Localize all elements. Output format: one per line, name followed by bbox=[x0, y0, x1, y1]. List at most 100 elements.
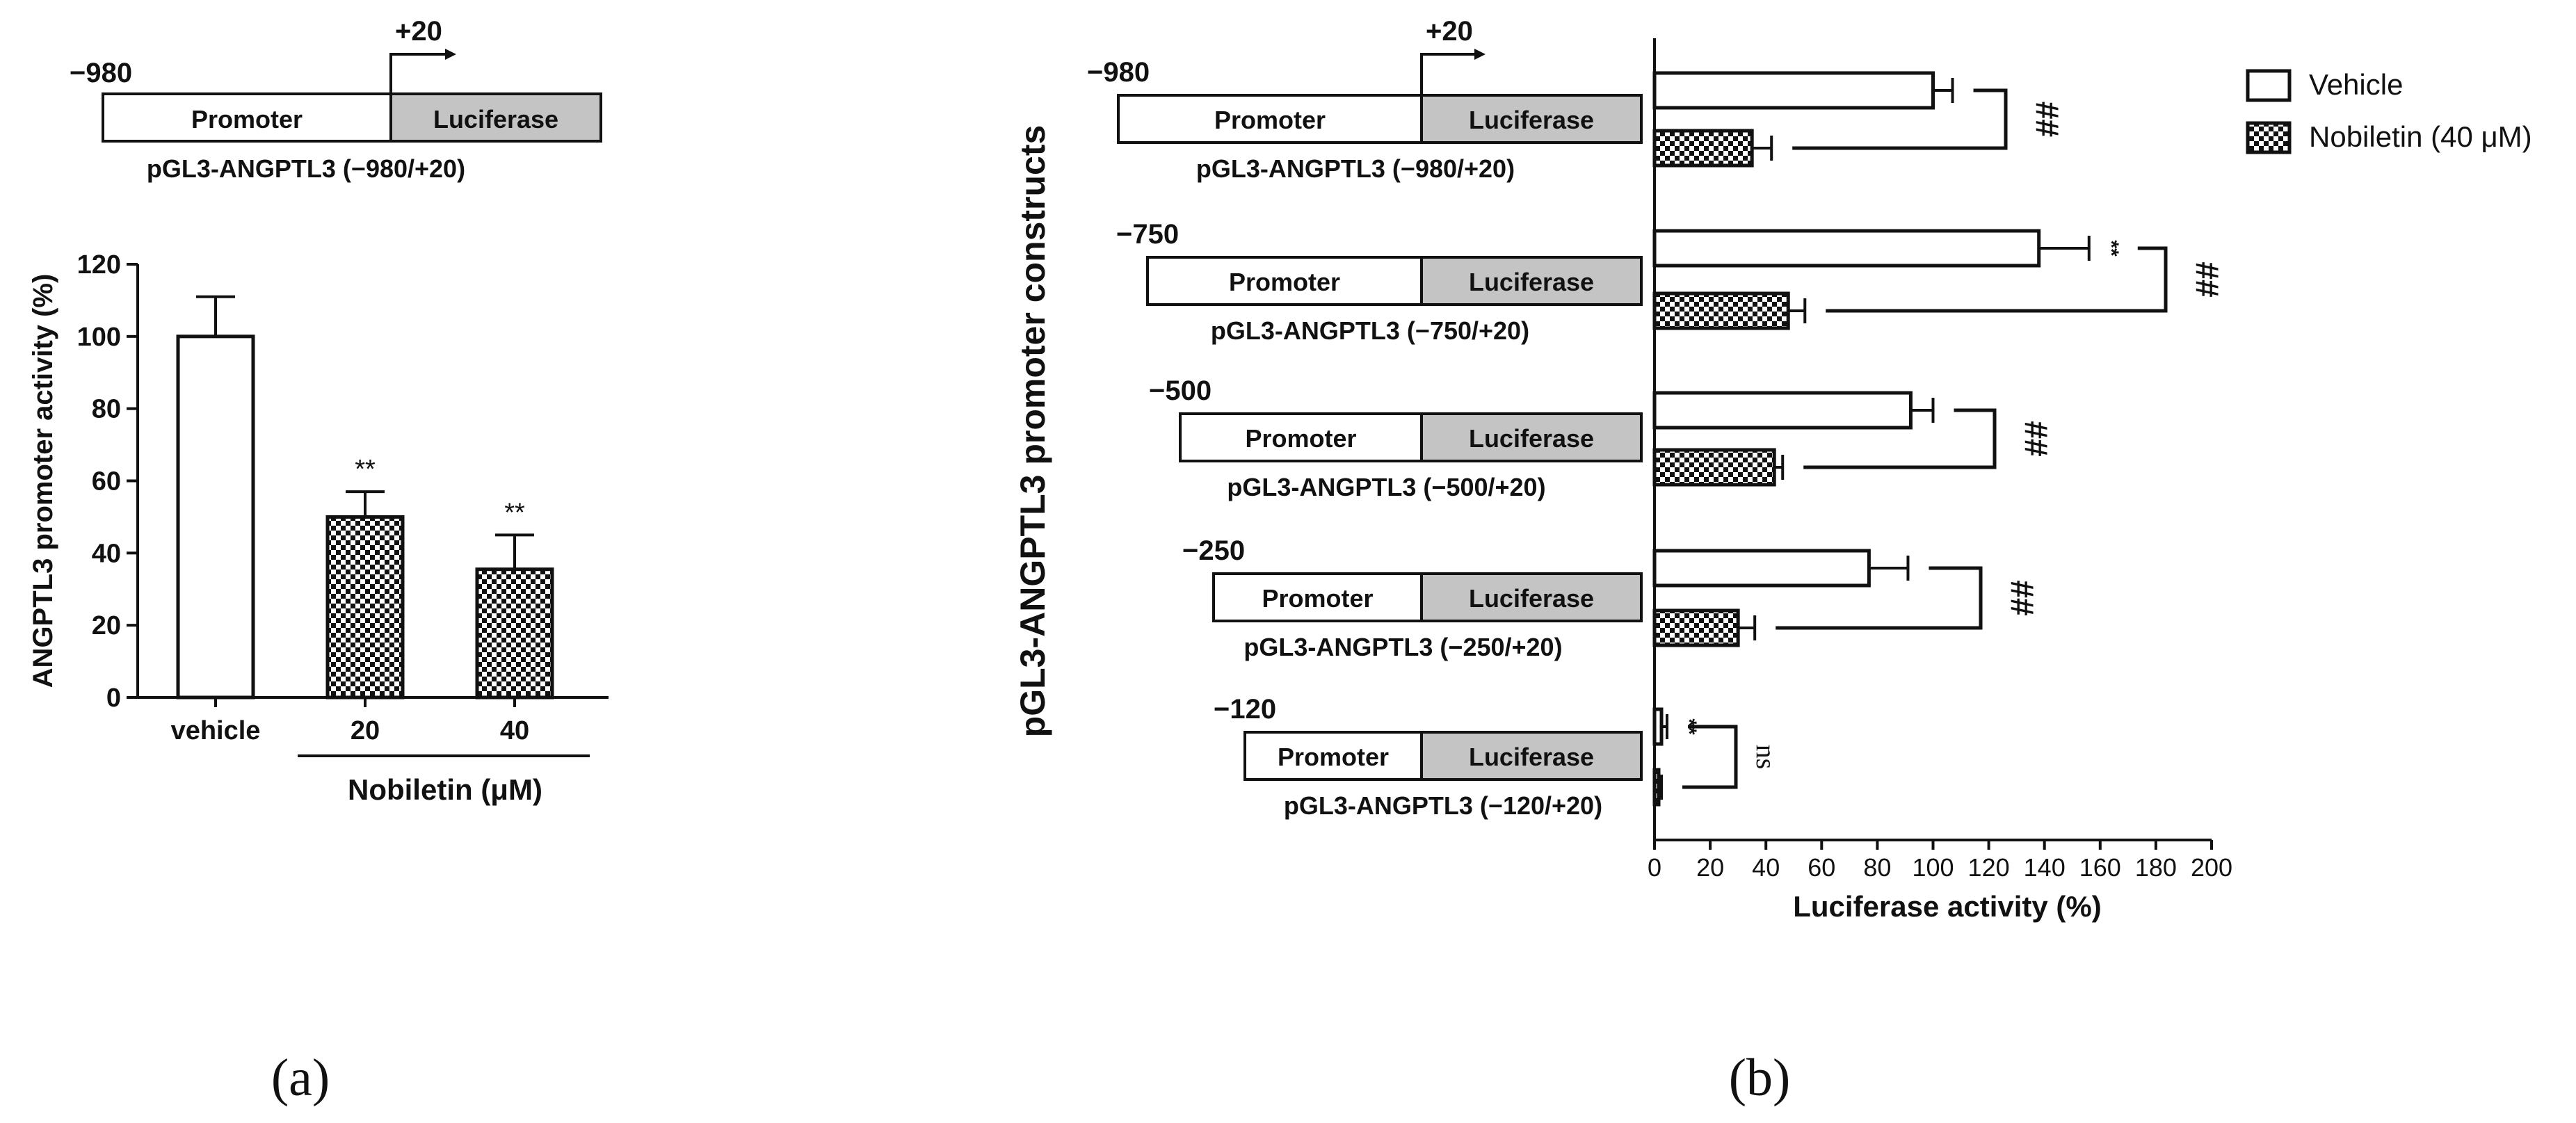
tss-arrow bbox=[389, 53, 445, 94]
y-tick-label: 0 bbox=[106, 684, 121, 713]
x-tick-label: 40 bbox=[500, 716, 529, 745]
significance-label: ** bbox=[504, 498, 525, 527]
comparison-bracket bbox=[1682, 725, 1738, 789]
x-tick-label: 200 bbox=[2191, 853, 2232, 882]
comparison-bracket bbox=[1803, 408, 1997, 469]
y-tick-label: 120 bbox=[77, 250, 121, 280]
panel-a: −980 Promoter Luciferase +20 pGL3-ANGPTL… bbox=[28, 16, 609, 1107]
construct-start-label: −750 bbox=[1116, 219, 1179, 250]
luciferase-label: Luciferase bbox=[433, 105, 558, 134]
comparison-bracket bbox=[1826, 246, 2168, 313]
luciferase-label: Luciferase bbox=[1469, 424, 1594, 453]
comparison-label: ns bbox=[1750, 745, 1782, 770]
significance-label: ** bbox=[355, 455, 376, 484]
x-tick-label: 60 bbox=[1808, 853, 1835, 882]
x-tick-label: 40 bbox=[1752, 853, 1780, 882]
x-tick-label: 0 bbox=[1648, 853, 1661, 882]
x-tick-label: vehicle bbox=[171, 716, 261, 745]
bar-vehicle bbox=[1652, 549, 1871, 588]
promoter-label: Promoter bbox=[1229, 268, 1340, 296]
promoter-box bbox=[1212, 572, 1423, 622]
x-tick-label: 180 bbox=[2135, 853, 2177, 882]
luciferase-box bbox=[1420, 256, 1643, 306]
panel-a-construct-start: −980 bbox=[70, 58, 132, 88]
promoter-box bbox=[1243, 731, 1423, 781]
tss-arrow bbox=[1420, 53, 1474, 95]
tss-arrowhead bbox=[445, 49, 456, 60]
luciferase-label: Luciferase bbox=[1469, 268, 1594, 296]
luciferase-box bbox=[1420, 412, 1643, 462]
construct-start-label: −250 bbox=[1182, 535, 1245, 566]
bar-vehicle bbox=[1652, 229, 2041, 268]
y-tick-label: 100 bbox=[77, 323, 121, 352]
luciferase-label: Luciferase bbox=[1469, 106, 1594, 134]
x-tick-label: 20 bbox=[1696, 853, 1724, 882]
panel-a-group-label: Nobiletin (μM) bbox=[348, 773, 542, 806]
panel-b: pGL3-ANGPTL3 promoter constructs −980 Pro… bbox=[1013, 16, 2532, 1107]
bar-nobiletin bbox=[1652, 608, 1740, 647]
y-tick-label: 60 bbox=[92, 467, 121, 496]
comparison-label: ## bbox=[2189, 261, 2225, 297]
bar-vehicle bbox=[176, 334, 255, 700]
bar-nobiletin bbox=[1652, 768, 1661, 807]
comparison-bracket bbox=[1776, 566, 1983, 630]
construct-start-label: −500 bbox=[1149, 375, 1211, 406]
promoter-box bbox=[1179, 412, 1423, 462]
panel-b-chart: 0 20 40 60 80 100 120 140 160 180 200 Luciferase ac… bbox=[1648, 38, 2232, 923]
construct-name: pGL3-ANGPTL3 (−500/+20) bbox=[1227, 473, 1545, 501]
construct-name: pGL3-ANGPTL3 (−980/+20) bbox=[1196, 154, 1515, 183]
construct-name: pGL3-ANGPTL3 (−980/+20) bbox=[147, 154, 465, 183]
construct-name: pGL3-ANGPTL3 (−750/+20) bbox=[1211, 316, 1529, 345]
tss-label: +20 bbox=[1426, 16, 1473, 47]
bar-40 bbox=[475, 567, 554, 700]
comparison-bracket bbox=[1792, 88, 2008, 150]
comparison-label: ## bbox=[2018, 421, 2054, 456]
panel-a-chart: 0 20 40 60 80 100 120 ANGPTL3 promoter activity… bbox=[28, 250, 609, 757]
x-tick-label: 20 bbox=[351, 716, 380, 745]
promoter-label: Promoter bbox=[1262, 584, 1373, 613]
legend-swatch bbox=[2246, 69, 2292, 102]
luciferase-label: Luciferase bbox=[1469, 743, 1594, 771]
promoter-label: Promoter bbox=[1278, 743, 1389, 771]
y-tick-label: 80 bbox=[92, 395, 121, 424]
panel-b-constructs: −980 Promoter Luciferase pGL3-ANGPTL3 (−980… bbox=[1087, 16, 1643, 820]
promoter-label: Promoter bbox=[1245, 424, 1356, 453]
panel-a-label: (a) bbox=[271, 1049, 330, 1107]
promoter-box bbox=[1146, 256, 1423, 306]
significance-label: ** bbox=[2100, 240, 2123, 257]
legend-swatch bbox=[2246, 121, 2292, 154]
construct-name: pGL3-ANGPTL3 (−120/+20) bbox=[1284, 791, 1602, 820]
bar-vehicle bbox=[1652, 391, 1913, 430]
construct-start-label: −980 bbox=[1087, 57, 1150, 88]
promoter-label: Promoter bbox=[1214, 106, 1326, 134]
bar-vehicle bbox=[1652, 71, 1935, 110]
luciferase-label: Luciferase bbox=[1469, 584, 1594, 613]
y-tick-label: 20 bbox=[92, 611, 121, 640]
y-tick-label: 40 bbox=[92, 539, 121, 568]
legend-label: Vehicle bbox=[2309, 68, 2403, 101]
panel-b-legend: Vehicle Nobiletin (40 μM) bbox=[2246, 68, 2532, 154]
x-tick-label: 100 bbox=[1912, 853, 1954, 882]
x-tick-label: 160 bbox=[2079, 853, 2121, 882]
promoter-label: Promoter bbox=[191, 105, 303, 134]
bar-nobiletin bbox=[1652, 291, 1790, 330]
x-tick-label: 80 bbox=[1863, 853, 1891, 882]
bar-vehicle bbox=[1652, 707, 1664, 746]
construct-name: pGL3-ANGPTL3 (−250/+20) bbox=[1243, 633, 1562, 661]
bar-20 bbox=[325, 515, 405, 700]
tss-arrowhead bbox=[1474, 49, 1486, 60]
tss-label: +20 bbox=[395, 16, 442, 47]
promoter-box bbox=[1117, 94, 1423, 144]
luciferase-box bbox=[1420, 94, 1643, 144]
luciferase-box bbox=[389, 92, 602, 143]
x-tick-label: 140 bbox=[2024, 853, 2066, 882]
promoter-box bbox=[102, 92, 392, 143]
bar-nobiletin bbox=[1652, 129, 1754, 168]
x-tick-label: 120 bbox=[1968, 853, 2010, 882]
construct-start-label: −120 bbox=[1214, 694, 1276, 725]
bar-nobiletin bbox=[1652, 448, 1776, 487]
panel-b-label: (b) bbox=[1729, 1049, 1791, 1107]
x-axis-title: Luciferase activity (%) bbox=[1793, 890, 2102, 923]
y-axis-title: ANGPTL3 promoter activity (%) bbox=[28, 274, 58, 688]
